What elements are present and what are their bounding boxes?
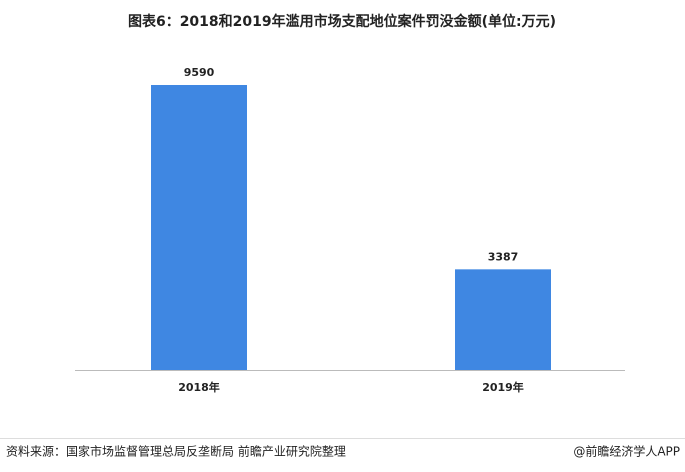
value-label: 9590 xyxy=(184,66,215,79)
x-tick-label: 2019年 xyxy=(482,380,524,394)
brand: @前瞻经济学人APP xyxy=(573,444,680,459)
bar xyxy=(455,269,551,370)
bar xyxy=(151,85,247,370)
x-tick-label: 2018年 xyxy=(178,380,220,394)
source: 资料来源：国家市场监督管理总局反垄断局 前瞻产业研究院整理 xyxy=(6,444,346,459)
chart-title: 图表6：2018和2019年滥用市场支配地位案件罚没金额(单位:万元) xyxy=(128,13,556,30)
value-label: 3387 xyxy=(488,250,519,263)
